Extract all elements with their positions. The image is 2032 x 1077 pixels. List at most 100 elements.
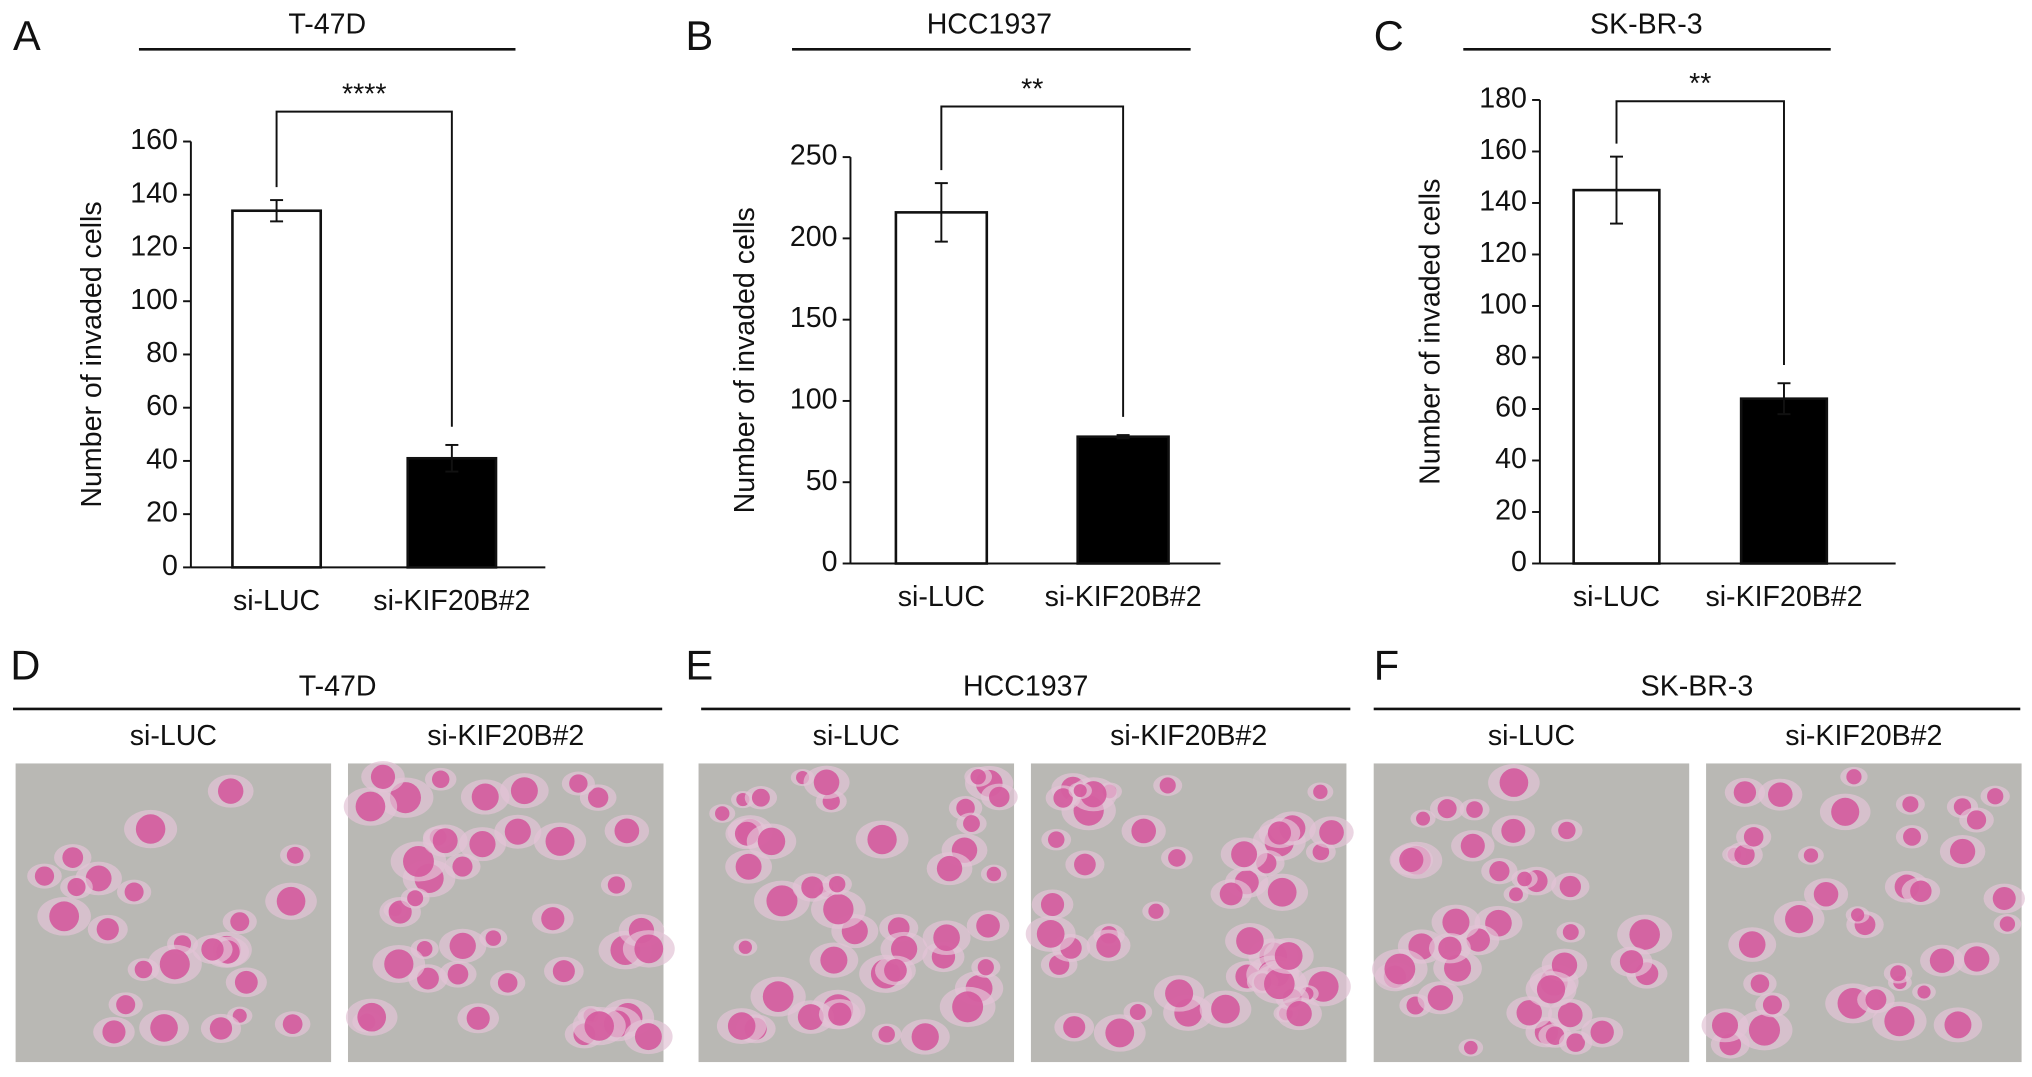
image-label: si-KIF20B#2 <box>1785 720 1942 752</box>
cell-nucleus <box>1274 942 1303 970</box>
cell-nucleus <box>1074 853 1096 876</box>
cell-nucleus <box>1999 916 2016 932</box>
cell-nucleus <box>813 769 840 796</box>
cell-nucleus <box>735 853 762 880</box>
cell-nucleus <box>797 1004 824 1031</box>
y-tick-label: 20 <box>1495 495 1527 527</box>
cell-nucleus <box>469 830 496 858</box>
chart-title: SK-BR-3 <box>1590 9 1703 41</box>
cell-nucleus <box>1460 833 1485 858</box>
cell-nucleus <box>1231 841 1258 868</box>
y-tick-label: 100 <box>790 383 838 415</box>
cell-nucleus <box>497 973 518 993</box>
cell-nucleus <box>1884 1006 1915 1037</box>
cell-nucleus <box>952 991 984 1023</box>
cell-nucleus <box>1036 920 1065 948</box>
cell-nucleus <box>388 900 412 924</box>
cell-nucleus <box>1619 950 1644 974</box>
micrograph <box>1372 763 1690 1063</box>
x-tick-label: si-LUC <box>898 581 985 613</box>
cell-nucleus <box>1040 892 1065 917</box>
cell-nucleus <box>1902 796 1919 813</box>
cell-nucleus <box>357 1002 387 1032</box>
cell-nucleus <box>1165 979 1194 1008</box>
cell-nucleus <box>1159 777 1176 794</box>
cell-nucleus <box>1517 871 1532 887</box>
cell-nucleus <box>1148 903 1164 919</box>
panel-title: SK-BR-3 <box>1641 671 1754 703</box>
cell-nucleus <box>67 877 86 897</box>
cell-nucleus <box>1629 919 1660 950</box>
cell-nucleus <box>1236 927 1264 955</box>
cell-nucleus <box>432 828 458 854</box>
cell-nucleus <box>1743 827 1764 847</box>
cell-nucleus <box>102 1020 126 1044</box>
chart-title: HCC1937 <box>927 9 1052 41</box>
cell-nucleus <box>890 935 918 963</box>
cell-nucleus <box>1768 782 1793 807</box>
cell-nucleus <box>715 806 730 821</box>
image-label: si-LUC <box>813 720 900 752</box>
cell-nucleus <box>466 1006 490 1030</box>
cell-nucleus <box>1219 882 1243 906</box>
significance-bracket <box>275 110 453 427</box>
y-tick-label: 50 <box>806 465 838 497</box>
cell-nucleus <box>1438 936 1462 960</box>
y-tick-label: 120 <box>130 231 178 263</box>
bar <box>1739 397 1829 565</box>
cell-nucleus <box>751 788 770 807</box>
bar <box>894 211 989 565</box>
cell-nucleus <box>1748 1014 1781 1046</box>
y-axis-label: Number of invaded cells <box>729 207 761 513</box>
significance-bracket <box>940 105 1125 417</box>
cell-nucleus <box>355 791 386 822</box>
y-axis-label: Number of invaded cells <box>1415 179 1447 485</box>
y-tick-label: 120 <box>1479 237 1527 269</box>
cell-nucleus <box>1509 887 1523 902</box>
cell-nucleus <box>384 949 414 979</box>
cell-nucleus <box>1442 908 1470 936</box>
cell-nucleus <box>276 886 306 916</box>
cell-nucleus <box>1711 1012 1739 1039</box>
y-tick-label: 180 <box>1479 83 1527 115</box>
cell-nucleus <box>1750 974 1770 993</box>
cell-nucleus <box>1427 985 1454 1011</box>
cell-nucleus <box>1536 975 1566 1004</box>
cell-nucleus <box>449 932 476 960</box>
y-tick-label: 100 <box>130 284 178 316</box>
cell-nucleus <box>1910 880 1932 902</box>
cell-nucleus <box>936 855 963 882</box>
cell-nucleus <box>447 963 469 985</box>
cell-nucleus <box>234 970 258 994</box>
x-tick-label: si-LUC <box>1573 581 1660 613</box>
cell-nucleus <box>407 890 424 907</box>
cell-nucleus <box>504 818 531 845</box>
cell-nucleus <box>1733 781 1757 804</box>
cell-nucleus <box>541 907 565 931</box>
panel-label: F <box>1374 642 1399 689</box>
significance-label: ** <box>1021 73 1043 105</box>
cell-nucleus <box>62 847 84 868</box>
cell-nucleus <box>49 901 80 932</box>
cell-nucleus <box>1865 989 1887 1011</box>
y-tick-label: 0 <box>822 546 838 578</box>
cell-nucleus <box>1762 995 1783 1015</box>
panel-label: A <box>13 12 41 59</box>
cell-nucleus <box>1416 811 1431 826</box>
cell-nucleus <box>1944 1011 1972 1039</box>
cell-nucleus <box>828 1002 852 1026</box>
y-tick-label: 140 <box>130 177 178 209</box>
cell-nucleus <box>634 1023 662 1051</box>
cell-nucleus <box>431 770 450 789</box>
y-tick-label: 40 <box>1495 443 1527 475</box>
panel-label: E <box>686 642 714 689</box>
panel-label: B <box>686 12 714 59</box>
cell-nucleus <box>1129 1004 1146 1020</box>
cell-nucleus <box>820 946 848 974</box>
cell-nucleus <box>1053 788 1073 808</box>
y-tick-label: 100 <box>1479 289 1527 321</box>
cell-nucleus <box>1399 847 1424 872</box>
cell-nucleus <box>209 1017 233 1040</box>
cell-nucleus <box>986 866 1002 882</box>
image-label: si-KIF20B#2 <box>427 720 584 752</box>
